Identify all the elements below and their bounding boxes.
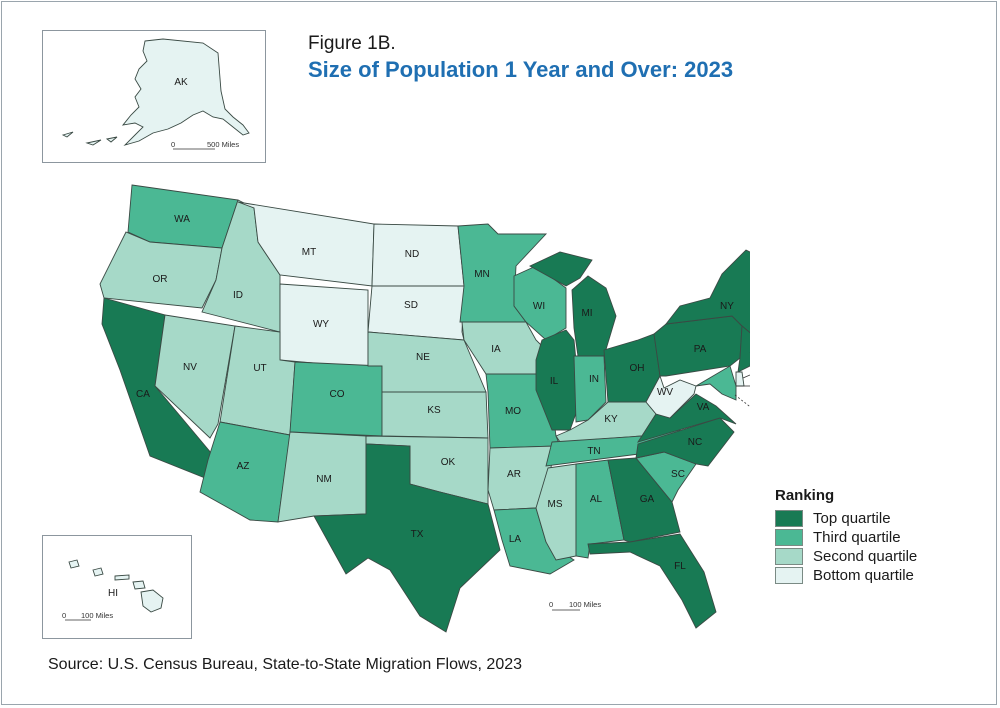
label-WV: WV bbox=[657, 387, 673, 398]
label-OK: OK bbox=[441, 457, 456, 468]
label-LA: LA bbox=[509, 534, 522, 545]
legend-label-second: Second quartile bbox=[813, 548, 918, 565]
label-ND: ND bbox=[405, 249, 419, 260]
figure-title: Size of Population 1 Year and Over: 2023 bbox=[308, 57, 734, 82]
label-NE: NE bbox=[416, 352, 430, 363]
state-DE bbox=[735, 371, 745, 387]
label-VA: VA bbox=[697, 402, 710, 413]
state-MD bbox=[695, 365, 737, 401]
state-NJ bbox=[737, 325, 750, 373]
label-AR: AR bbox=[507, 469, 521, 480]
state-NY bbox=[664, 249, 750, 334]
de-leader-line bbox=[742, 374, 750, 379]
label-PA: PA bbox=[694, 344, 707, 355]
legend-swatch-second bbox=[775, 548, 803, 565]
alaska-island bbox=[61, 131, 74, 138]
label-SC: SC bbox=[671, 469, 685, 480]
label-ID: ID bbox=[233, 290, 243, 301]
state-NV bbox=[154, 314, 236, 439]
state-AZ bbox=[199, 421, 291, 523]
hawaii-island-kauai bbox=[68, 559, 80, 569]
label-OH: OH bbox=[630, 363, 645, 374]
alaska-island bbox=[85, 139, 102, 146]
label-IN: IN bbox=[589, 374, 599, 385]
legend-swatch-top bbox=[775, 510, 803, 527]
legend-item-second: Second quartile bbox=[775, 547, 917, 566]
figure-label: Figure 1B. bbox=[308, 33, 396, 54]
legend-item-bottom: Bottom quartile bbox=[775, 566, 917, 585]
label-KS: KS bbox=[427, 405, 441, 416]
legend-item-third: Third quartile bbox=[775, 528, 917, 547]
main-scale-zero: 0 bbox=[549, 600, 553, 609]
state-NC bbox=[635, 417, 735, 467]
hawaii-island-oahu bbox=[92, 567, 104, 577]
state-MI bbox=[529, 251, 617, 357]
alaska-inset: AK 0 500 Miles bbox=[42, 30, 266, 163]
dc-leader-line bbox=[734, 394, 750, 408]
state-OR bbox=[99, 231, 223, 309]
label-SD: SD bbox=[404, 300, 418, 311]
legend-swatch-bottom bbox=[775, 567, 803, 584]
legend-item-top: Top quartile bbox=[775, 509, 917, 528]
source-note: Source: U.S. Census Bureau, State-to-Sta… bbox=[48, 656, 523, 673]
label-CO: CO bbox=[330, 389, 345, 400]
alaska-scale-zero: 0 bbox=[171, 140, 175, 149]
hawaii-island-big bbox=[140, 589, 164, 613]
label-WY: WY bbox=[313, 319, 329, 330]
state-WV bbox=[645, 374, 697, 419]
legend: Ranking Top quartile Third quartile Seco… bbox=[775, 487, 917, 585]
state-AK bbox=[121, 38, 250, 146]
state-FL bbox=[587, 533, 717, 629]
label-NV: NV bbox=[183, 362, 197, 373]
label-CA: CA bbox=[136, 389, 150, 400]
label-NC: NC bbox=[688, 437, 702, 448]
label-IL: IL bbox=[550, 376, 559, 387]
label-GA: GA bbox=[640, 494, 655, 505]
label-WA: WA bbox=[174, 214, 190, 225]
hawaii-inset-svg: HI 0 100 Miles bbox=[62, 559, 164, 621]
alaska-label: AK bbox=[174, 77, 188, 88]
legend-label-top: Top quartile bbox=[813, 510, 891, 527]
legend-label-bottom: Bottom quartile bbox=[813, 567, 914, 584]
alaska-island bbox=[105, 136, 118, 143]
hawaii-inset: HI 0 100 Miles bbox=[42, 535, 192, 639]
alaska-inset-svg: AK 0 500 Miles bbox=[61, 38, 250, 150]
label-IA: IA bbox=[491, 344, 501, 355]
label-AZ: AZ bbox=[237, 461, 250, 472]
legend-title: Ranking bbox=[775, 487, 835, 504]
legend-label-third: Third quartile bbox=[813, 529, 901, 546]
main-scale-text: 100 Miles bbox=[569, 600, 601, 609]
state-SD bbox=[367, 285, 465, 341]
us-map-svg: WA OR CA NV ID MT WY UT CO AZ NM ND SD N… bbox=[99, 184, 750, 633]
label-KY: KY bbox=[604, 414, 618, 425]
hawaii-island-molokai bbox=[114, 574, 130, 581]
label-MI: MI bbox=[581, 308, 592, 319]
label-WI: WI bbox=[533, 301, 545, 312]
label-MT: MT bbox=[302, 247, 316, 258]
hawaii-scale-text: 100 Miles bbox=[81, 611, 113, 620]
alaska-scale-text: 500 Miles bbox=[207, 140, 239, 149]
state-IN bbox=[573, 355, 607, 423]
label-UT: UT bbox=[253, 363, 266, 374]
label-TX: TX bbox=[411, 529, 424, 540]
label-MO: MO bbox=[505, 406, 521, 417]
label-MN: MN bbox=[474, 269, 490, 280]
hawaii-island-maui bbox=[132, 580, 146, 590]
hawaii-scale-zero: 0 bbox=[62, 611, 66, 620]
us-map: WA OR CA NV ID MT WY UT CO AZ NM ND SD N… bbox=[90, 180, 750, 640]
label-AL: AL bbox=[590, 494, 603, 505]
label-MS: MS bbox=[548, 499, 563, 510]
label-TN: TN bbox=[587, 446, 600, 457]
state-TX bbox=[313, 443, 501, 633]
legend-swatch-third bbox=[775, 529, 803, 546]
label-NM: NM bbox=[316, 474, 332, 485]
label-NY: NY bbox=[720, 301, 734, 312]
label-FL: FL bbox=[674, 561, 686, 572]
hawaii-label: HI bbox=[108, 588, 118, 599]
label-OR: OR bbox=[153, 274, 168, 285]
